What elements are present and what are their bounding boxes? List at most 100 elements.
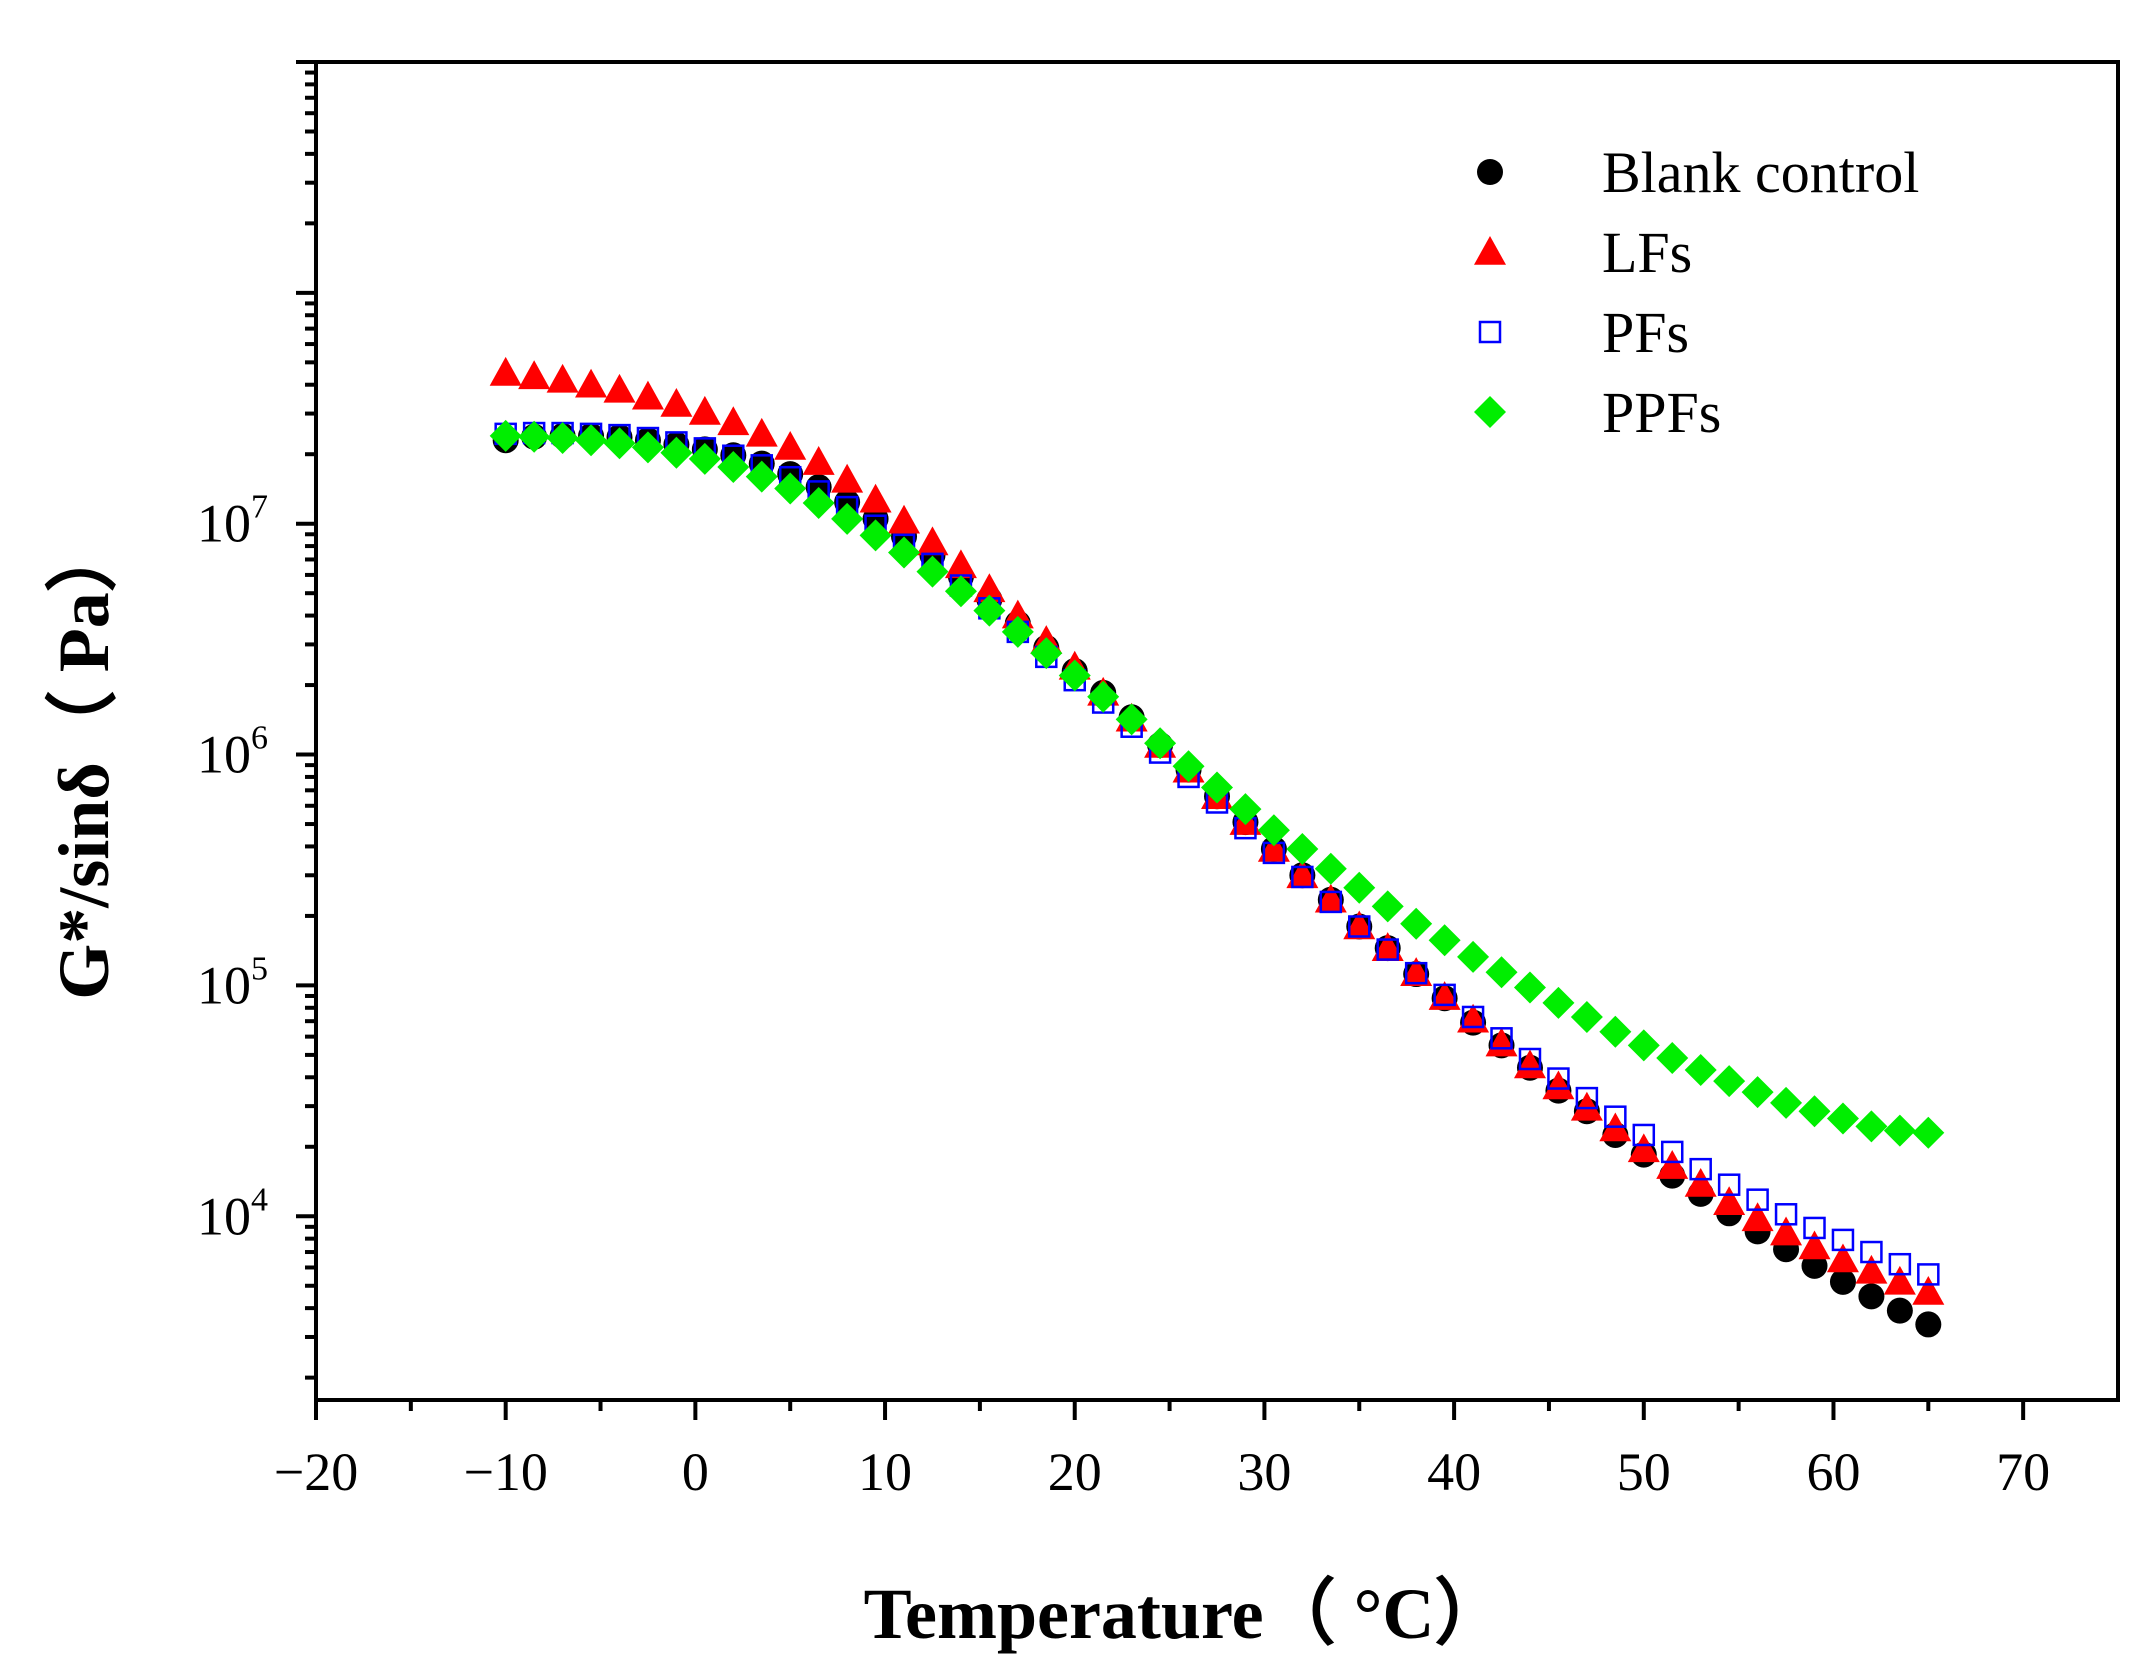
- data-point: [1855, 1254, 1888, 1284]
- data-point: [631, 431, 664, 464]
- data-point: [973, 594, 1006, 627]
- x-tick-label: 30: [1237, 1442, 1291, 1502]
- data-point: [1257, 814, 1290, 847]
- series-pfs: [494, 421, 1940, 1286]
- data-point: [916, 555, 949, 588]
- data-point: [916, 526, 949, 556]
- data-point: [1314, 852, 1347, 885]
- data-point: [1912, 1116, 1945, 1149]
- data-point: [1660, 1140, 1684, 1164]
- data-point: [1883, 1265, 1916, 1295]
- data-point: [1404, 961, 1428, 985]
- data-point: [1457, 940, 1490, 973]
- data-point: [660, 436, 693, 469]
- series-lfs: [489, 356, 1945, 1305]
- data-point: [603, 427, 636, 460]
- data-point: [745, 417, 778, 447]
- data-point: [1542, 986, 1575, 1019]
- legend: Blank control LFs PFs PPFs: [1474, 140, 1919, 445]
- x-tick-label: −10: [463, 1442, 547, 1502]
- data-point: [1717, 1173, 1741, 1196]
- data-point: [1314, 883, 1347, 913]
- data-point: [1627, 1133, 1660, 1163]
- legend-label: LFs: [1602, 220, 1692, 285]
- data-point: [575, 424, 608, 457]
- data-point: [1030, 637, 1063, 670]
- data-point: [1912, 1275, 1945, 1305]
- data-point: [1513, 1049, 1546, 1079]
- x-axis-title: Temperature（ °C）: [864, 1574, 1507, 1654]
- data-point: [1798, 1230, 1831, 1260]
- data-point: [1713, 1186, 1746, 1216]
- data-point: [1684, 1054, 1717, 1087]
- plot-area-border: [314, 60, 2120, 1402]
- data-point: [888, 536, 921, 569]
- y-axis: 104 105 106 107: [197, 60, 316, 1380]
- data-point: [944, 575, 977, 608]
- series-ppfs: [489, 419, 1945, 1149]
- data-point: [1461, 1005, 1485, 1029]
- y-axis-title: G*/sinδ（ Pa）: [44, 520, 124, 999]
- data-point: [1689, 1157, 1712, 1181]
- series-layer: [489, 356, 1945, 1338]
- data-point: [1343, 871, 1376, 904]
- data-point: [1400, 957, 1433, 986]
- data-point: [1774, 1203, 1798, 1226]
- legend-marker: [1478, 320, 1502, 344]
- data-point: [1632, 1123, 1656, 1147]
- legend-label: PPFs: [1602, 380, 1721, 445]
- data-point: [1826, 1243, 1859, 1273]
- x-tick-label: −20: [274, 1442, 358, 1502]
- data-point: [1087, 680, 1120, 713]
- data-point: [1801, 1252, 1828, 1279]
- data-point: [1829, 1268, 1856, 1295]
- legend-marker: [1474, 396, 1506, 428]
- data-point: [660, 388, 693, 417]
- x-tick-label: 0: [682, 1442, 709, 1502]
- data-point: [1831, 1228, 1855, 1252]
- y-tick-label: 104: [197, 1181, 268, 1246]
- data-point: [745, 460, 778, 493]
- data-point: [1886, 1297, 1913, 1324]
- data-point: [1826, 1102, 1859, 1135]
- data-point: [1860, 1240, 1883, 1264]
- data-point: [1058, 659, 1091, 692]
- data-point: [1858, 1283, 1885, 1310]
- legend-label: PFs: [1602, 300, 1689, 365]
- data-point: [1229, 793, 1262, 826]
- data-point: [1656, 1150, 1689, 1179]
- data-point: [1490, 1027, 1513, 1050]
- data-point: [1770, 1086, 1803, 1119]
- data-point: [1915, 1311, 1942, 1338]
- data-point: [1400, 907, 1433, 940]
- x-tick-label: 40: [1427, 1442, 1481, 1502]
- data-point: [1201, 771, 1233, 804]
- data-point: [1433, 983, 1456, 1007]
- data-point: [717, 406, 750, 436]
- data-point: [1570, 1000, 1603, 1033]
- data-point: [1115, 703, 1148, 736]
- data-point: [631, 380, 664, 410]
- data-point: [1457, 1003, 1490, 1033]
- x-tick-label: 50: [1617, 1442, 1671, 1502]
- data-point: [1343, 910, 1376, 940]
- data-point: [1917, 1263, 1940, 1286]
- data-point: [1888, 1252, 1912, 1276]
- data-point: [774, 472, 807, 505]
- data-point: [859, 519, 892, 552]
- data-point: [1684, 1167, 1717, 1197]
- data-point: [1257, 832, 1290, 862]
- x-tick-label: 10: [858, 1442, 912, 1502]
- data-point: [1286, 832, 1319, 865]
- data-point: [1513, 971, 1546, 1004]
- data-point: [575, 368, 608, 398]
- data-point: [1001, 615, 1034, 648]
- data-point: [1575, 1086, 1599, 1110]
- y-tick-label: 105: [197, 950, 268, 1015]
- data-point: [1713, 1065, 1746, 1098]
- data-point: [1286, 859, 1319, 889]
- data-point: [1319, 890, 1343, 914]
- y-tick-label: 106: [197, 720, 268, 785]
- data-point: [688, 442, 721, 475]
